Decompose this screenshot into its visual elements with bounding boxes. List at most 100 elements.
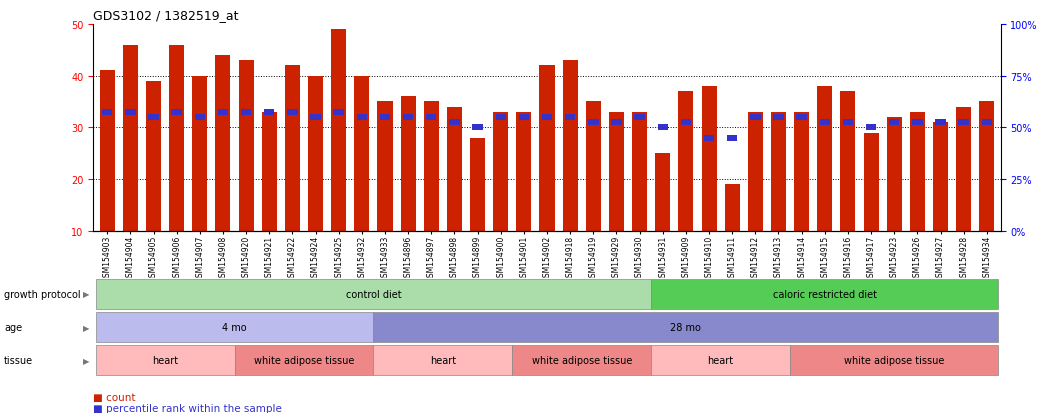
Bar xyxy=(750,114,760,121)
Bar xyxy=(122,45,138,231)
Bar xyxy=(864,133,878,231)
Bar xyxy=(913,120,923,126)
Text: 4 mo: 4 mo xyxy=(222,322,247,332)
Text: ■ count: ■ count xyxy=(93,392,136,402)
Text: ▶: ▶ xyxy=(83,356,89,365)
Bar xyxy=(887,118,902,231)
Bar xyxy=(308,76,324,231)
Bar xyxy=(331,30,346,231)
Text: 28 mo: 28 mo xyxy=(671,322,701,332)
Bar xyxy=(496,114,506,121)
Bar xyxy=(102,109,112,116)
Bar xyxy=(840,92,856,231)
Bar xyxy=(169,45,185,231)
Bar xyxy=(334,109,344,116)
Text: growth protocol: growth protocol xyxy=(4,289,81,299)
Text: ▶: ▶ xyxy=(83,323,89,332)
Text: caloric restricted diet: caloric restricted diet xyxy=(773,289,877,299)
Bar xyxy=(819,120,830,126)
Bar xyxy=(935,120,946,126)
Bar xyxy=(400,97,416,231)
Text: ■ percentile rank within the sample: ■ percentile rank within the sample xyxy=(93,403,282,413)
Bar xyxy=(424,102,439,231)
Text: heart: heart xyxy=(152,355,178,366)
Bar xyxy=(518,114,529,121)
Bar xyxy=(817,87,833,231)
Bar xyxy=(933,123,948,231)
Bar xyxy=(541,114,553,121)
Bar xyxy=(146,82,161,231)
Bar xyxy=(380,114,390,121)
Bar xyxy=(357,114,367,121)
Bar xyxy=(403,114,414,121)
Bar xyxy=(748,113,763,231)
Bar xyxy=(889,120,899,126)
Text: ▶: ▶ xyxy=(83,290,89,299)
Bar xyxy=(261,113,277,231)
Bar xyxy=(770,113,786,231)
Bar xyxy=(95,313,373,342)
Bar xyxy=(678,92,694,231)
Bar xyxy=(701,87,717,231)
Bar xyxy=(264,109,275,116)
Text: heart: heart xyxy=(429,355,456,366)
Bar xyxy=(774,114,784,121)
Bar xyxy=(449,120,459,126)
Bar xyxy=(239,61,254,231)
Bar xyxy=(95,280,651,309)
Bar xyxy=(494,113,508,231)
Bar xyxy=(725,185,739,231)
Bar xyxy=(680,120,691,126)
Bar xyxy=(171,109,181,116)
Bar xyxy=(355,76,369,231)
Bar xyxy=(125,109,136,116)
Bar xyxy=(958,120,969,126)
Bar xyxy=(633,113,647,231)
Text: age: age xyxy=(4,322,22,332)
Bar xyxy=(727,135,737,142)
Text: control diet: control diet xyxy=(345,289,401,299)
Bar xyxy=(216,56,230,231)
Bar xyxy=(426,114,437,121)
Text: white adipose tissue: white adipose tissue xyxy=(532,355,632,366)
Bar xyxy=(651,345,790,375)
Bar xyxy=(657,125,668,131)
Bar xyxy=(148,114,159,121)
Bar xyxy=(655,154,670,231)
Bar xyxy=(565,114,576,121)
Bar xyxy=(100,71,115,231)
Bar xyxy=(310,114,320,121)
Text: GDS3102 / 1382519_at: GDS3102 / 1382519_at xyxy=(93,9,239,22)
Bar xyxy=(218,109,228,116)
Bar xyxy=(373,313,999,342)
Bar xyxy=(516,113,531,231)
Bar xyxy=(563,61,578,231)
Bar xyxy=(794,113,809,231)
Bar xyxy=(979,102,994,231)
Bar xyxy=(447,107,461,231)
Bar xyxy=(796,114,807,121)
Bar xyxy=(843,120,853,126)
Bar xyxy=(470,138,485,231)
Bar xyxy=(909,113,925,231)
Bar xyxy=(866,125,876,131)
Bar xyxy=(611,120,621,126)
Bar xyxy=(635,114,645,121)
Bar xyxy=(586,102,600,231)
Text: tissue: tissue xyxy=(4,355,33,366)
Bar xyxy=(704,135,714,142)
Bar xyxy=(651,280,999,309)
Bar xyxy=(512,345,651,375)
Bar xyxy=(956,107,972,231)
Text: heart: heart xyxy=(707,355,734,366)
Bar xyxy=(982,120,992,126)
Bar xyxy=(609,113,624,231)
Bar xyxy=(234,345,373,375)
Bar xyxy=(539,66,555,231)
Bar xyxy=(287,109,298,116)
Bar xyxy=(373,345,512,375)
Text: white adipose tissue: white adipose tissue xyxy=(844,355,945,366)
Bar xyxy=(241,109,251,116)
Bar xyxy=(195,114,205,121)
Bar xyxy=(790,345,999,375)
